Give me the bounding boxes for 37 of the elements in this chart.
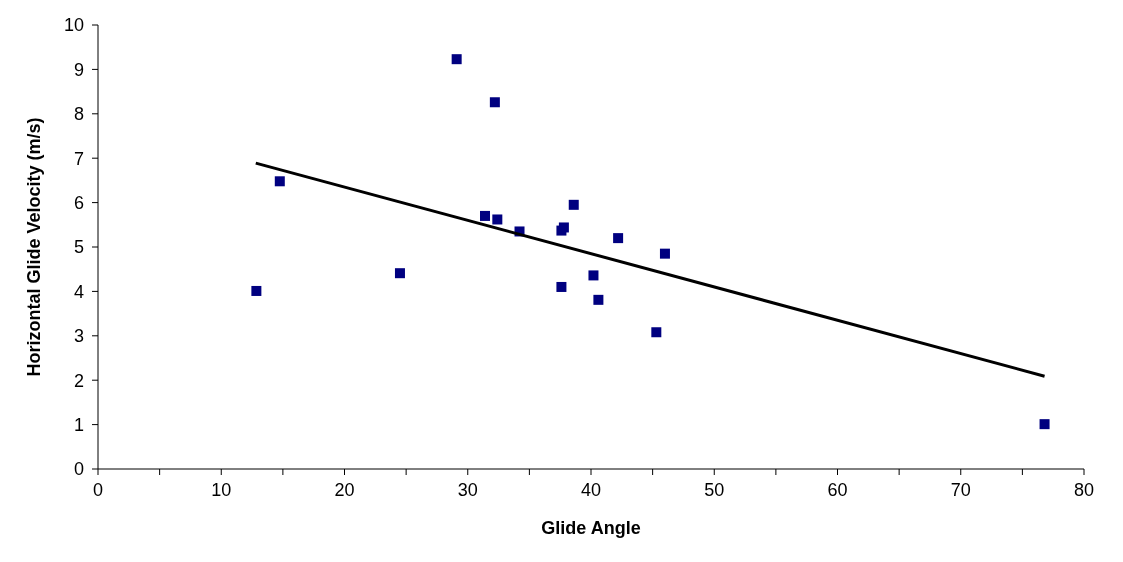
x-axis-title: Glide Angle	[541, 518, 641, 538]
point	[613, 233, 624, 244]
point	[394, 268, 405, 279]
y-tick-label: 10	[63, 15, 84, 36]
point	[492, 214, 503, 225]
point	[651, 327, 662, 338]
y-tick-label: 8	[73, 104, 84, 125]
x-tick-label: 80	[1073, 480, 1095, 500]
point	[274, 176, 285, 187]
x-tick-label: 70	[950, 480, 971, 500]
point	[659, 248, 670, 259]
point	[1039, 419, 1050, 430]
y-tick-label: 1	[73, 414, 84, 435]
y-tick-label: 9	[73, 59, 84, 80]
y-tick-label: 5	[73, 237, 84, 258]
x-tick-label: 60	[827, 480, 848, 500]
point	[480, 210, 491, 221]
point	[451, 54, 462, 65]
point	[251, 285, 262, 296]
point	[556, 281, 567, 292]
point	[588, 270, 599, 281]
y-tick-label: 7	[73, 148, 84, 169]
x-tick-label: 10	[211, 480, 232, 500]
x-tick-label: 50	[704, 480, 725, 500]
x-tick-label: 0	[92, 480, 104, 500]
y-tick-label: 2	[73, 370, 84, 391]
point	[593, 294, 604, 305]
y-tick-label: 0	[73, 459, 84, 480]
y-axis-title: Horizontal Glide Velocity (m/s)	[24, 117, 44, 377]
x-tick-label: 30	[457, 480, 478, 500]
y-tick-label: 6	[73, 192, 84, 213]
y-tick-label: 4	[73, 281, 84, 302]
x-tick-label: 20	[334, 480, 355, 500]
point	[568, 199, 579, 210]
y-tick-label: 3	[73, 326, 84, 347]
x-tick-label: 40	[580, 480, 602, 500]
point	[489, 97, 500, 108]
